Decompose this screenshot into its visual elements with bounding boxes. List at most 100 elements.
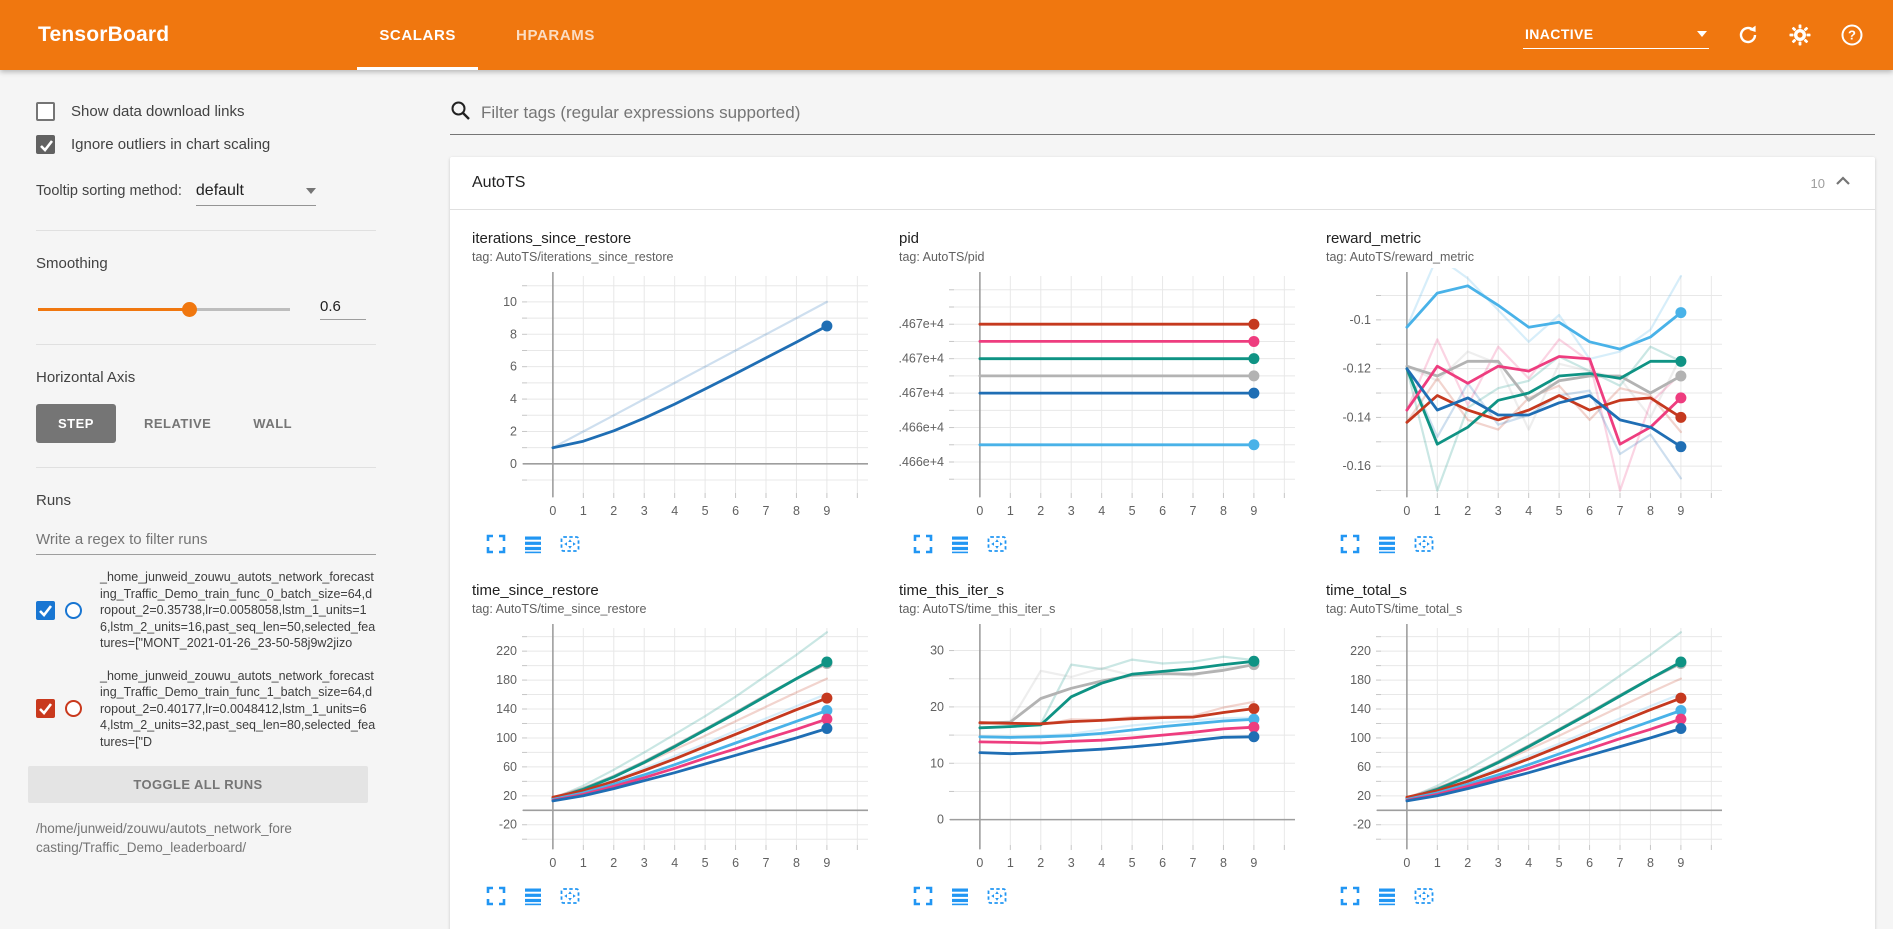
series-endpoint-dot [1675, 723, 1687, 735]
chevron-up-icon[interactable] [1833, 174, 1853, 193]
divider [36, 467, 376, 468]
series-endpoint-dot [1675, 441, 1687, 453]
runs-label: Runs [36, 492, 72, 509]
series-endpoint-dot [1675, 692, 1687, 704]
data-series-icon[interactable] [948, 532, 972, 556]
data-series-icon[interactable] [521, 884, 545, 908]
status-dropdown[interactable]: INACTIVE [1523, 22, 1709, 49]
chart-tag: tag: AutoTS/reward_metric [1326, 250, 1474, 264]
run-visibility-checkbox[interactable] [36, 699, 55, 719]
svg-text:7: 7 [1190, 856, 1197, 870]
fit-domain-icon[interactable] [985, 532, 1009, 556]
chart-title: time_total_s [1326, 582, 1407, 599]
series-endpoint-dot [1675, 392, 1687, 404]
data-series-icon[interactable] [1375, 884, 1399, 908]
series-line-raw [1405, 367, 1682, 480]
scalar-chart-card: time_this_iter_s tag: AutoTS/time_this_it… [899, 582, 1301, 908]
fit-domain-icon[interactable] [558, 532, 582, 556]
data-series-icon[interactable] [521, 532, 545, 556]
fit-domain-icon[interactable] [985, 884, 1009, 908]
svg-text:1: 1 [580, 504, 587, 518]
svg-text:7: 7 [1190, 504, 1197, 518]
checkbox-checked[interactable] [36, 135, 55, 154]
svg-text:9: 9 [1677, 504, 1684, 518]
svg-text:1: 1 [1007, 504, 1014, 518]
axis-relative-button[interactable]: RELATIVE [130, 404, 225, 443]
series-line-smoothed [551, 709, 829, 801]
svg-text:7: 7 [763, 504, 770, 518]
expand-chart-icon[interactable] [1338, 884, 1362, 908]
fit-domain-icon[interactable] [1412, 532, 1436, 556]
chart-title: time_since_restore [472, 582, 599, 599]
divider [36, 230, 376, 231]
tag-filter-input[interactable] [481, 103, 1875, 123]
horizontal-axis-label: Horizontal Axis [36, 369, 136, 386]
svg-text:30: 30 [930, 644, 944, 658]
svg-text:220: 220 [496, 644, 517, 658]
expand-chart-icon[interactable] [484, 532, 508, 556]
svg-text:-0.12: -0.12 [1343, 362, 1372, 376]
settings-sidebar: Show data download links Ignore outliers… [0, 70, 412, 929]
series-endpoint-dot [1248, 370, 1260, 382]
svg-text:6: 6 [1159, 504, 1166, 518]
axis-step-button[interactable]: STEP [36, 404, 116, 443]
run-solo-radio[interactable] [65, 700, 82, 718]
chart-plot-area[interactable]: 2.467e+4 2.467e+4 2.467e+4 2.466e+4 2.466e+4… [899, 268, 1301, 530]
expand-chart-icon[interactable] [911, 884, 935, 908]
header-controls: INACTIVE [1523, 22, 1865, 49]
svg-text:3: 3 [1068, 856, 1075, 870]
data-series-icon[interactable] [1375, 532, 1399, 556]
expand-chart-icon[interactable] [911, 532, 935, 556]
chart-plot-area[interactable]: -0.1 -0.12 -0.14 -0.16 0 1 2 3 4 5 6 7 8 9 [1326, 268, 1728, 530]
run-list-item[interactable]: _home_junweid_zouwu_autots_network_forec… [36, 668, 376, 751]
toggle-all-runs-button[interactable]: TOGGLE ALL RUNS [28, 766, 368, 803]
ignore-outliers-checkbox-row[interactable]: Ignore outliers in chart scaling [36, 135, 376, 154]
show-download-links-checkbox-row[interactable]: Show data download links [36, 102, 376, 121]
run-list-item[interactable]: _home_junweid_zouwu_autots_network_forec… [36, 569, 376, 652]
expand-chart-icon[interactable] [484, 884, 508, 908]
tab-scalars[interactable]: SCALARS [349, 0, 486, 70]
svg-text:6: 6 [1159, 856, 1166, 870]
fit-domain-icon[interactable] [558, 884, 582, 908]
svg-text:2.467e+4: 2.467e+4 [899, 386, 944, 400]
tag-group-header[interactable]: AutoTS 10 [450, 157, 1875, 210]
chart-plot-area[interactable]: 10 8 6 4 2 0 0 1 2 3 4 5 6 7 8 9 [472, 268, 874, 530]
svg-text:4: 4 [1525, 856, 1532, 870]
tab-hparams[interactable]: HPARAMS [516, 26, 595, 44]
run-solo-radio[interactable] [65, 601, 82, 619]
slider-thumb[interactable] [182, 302, 198, 317]
smoothing-slider[interactable] [38, 302, 290, 317]
tooltip-sorting-dropdown[interactable]: default [195, 182, 316, 206]
chart-plot-area[interactable]: 220 180 140 100 60 20 -20 0 1 2 3 4 5 6 7 8 9 [1326, 620, 1728, 882]
help-icon[interactable]: ? [1839, 22, 1865, 48]
series-line-smoothed [1405, 367, 1683, 449]
data-series-icon[interactable] [948, 884, 972, 908]
series-endpoint-dot [1248, 335, 1260, 347]
checkbox-unchecked[interactable] [36, 102, 55, 121]
series-line-raw [1405, 631, 1682, 800]
series-line-smoothed [551, 696, 829, 799]
chart-plot-area[interactable]: 30 20 10 0 0 1 2 3 4 5 6 7 8 9 [899, 620, 1301, 882]
series-endpoint-dot [1248, 439, 1260, 451]
series-line-smoothed [551, 727, 829, 803]
refresh-icon[interactable] [1735, 22, 1761, 48]
svg-text:0: 0 [976, 504, 983, 518]
settings-gear-icon[interactable] [1787, 22, 1813, 48]
expand-chart-icon[interactable] [1338, 532, 1362, 556]
svg-text:6: 6 [732, 856, 739, 870]
smoothing-value[interactable]: 0.6 [320, 298, 366, 320]
svg-text:5: 5 [702, 504, 709, 518]
chart-plot-area[interactable]: 220 180 140 100 60 20 -20 0 1 2 3 4 5 6 7 8 9 [472, 620, 874, 882]
svg-text:8: 8 [1647, 504, 1654, 518]
fit-domain-icon[interactable] [1412, 884, 1436, 908]
svg-text:6: 6 [1586, 504, 1593, 518]
runs-filter-input[interactable] [36, 525, 376, 555]
run-visibility-checkbox[interactable] [36, 600, 55, 620]
svg-text:0: 0 [937, 813, 944, 827]
series-line-smoothed [551, 324, 829, 450]
svg-text:-0.16: -0.16 [1343, 459, 1372, 473]
svg-text:5: 5 [1556, 856, 1563, 870]
axis-wall-button[interactable]: WALL [239, 404, 306, 443]
chart-toolbar [911, 532, 1301, 556]
chart-tag: tag: AutoTS/iterations_since_restore [472, 250, 674, 264]
